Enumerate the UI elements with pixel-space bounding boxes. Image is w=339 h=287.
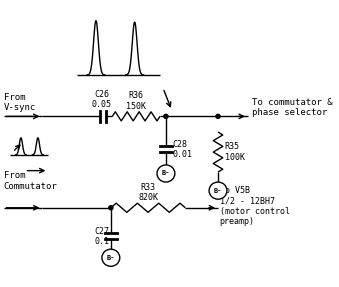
Text: R33
820K: R33 820K — [138, 183, 158, 202]
Circle shape — [102, 249, 120, 266]
Text: C26
0.05: C26 0.05 — [92, 90, 112, 109]
Text: To commutator &
phase selector: To commutator & phase selector — [252, 98, 333, 117]
Text: From
Commutator: From Commutator — [4, 171, 57, 191]
Text: C28
0.01: C28 0.01 — [173, 139, 193, 159]
Text: From
V-sync: From V-sync — [4, 93, 36, 112]
Text: R36
150K: R36 150K — [126, 91, 146, 111]
Text: B-: B- — [214, 188, 222, 194]
Circle shape — [209, 182, 227, 199]
Circle shape — [216, 114, 220, 118]
Circle shape — [157, 165, 175, 182]
Circle shape — [164, 114, 168, 118]
Text: B-: B- — [106, 255, 115, 261]
Text: To V5B
1/2 - 12BH7
(motor control
preamp): To V5B 1/2 - 12BH7 (motor control preamp… — [220, 186, 290, 226]
Text: C27
0.1: C27 0.1 — [95, 227, 109, 246]
Circle shape — [109, 206, 113, 210]
Text: B-: B- — [162, 170, 170, 177]
Text: R35
100K: R35 100K — [224, 142, 244, 162]
